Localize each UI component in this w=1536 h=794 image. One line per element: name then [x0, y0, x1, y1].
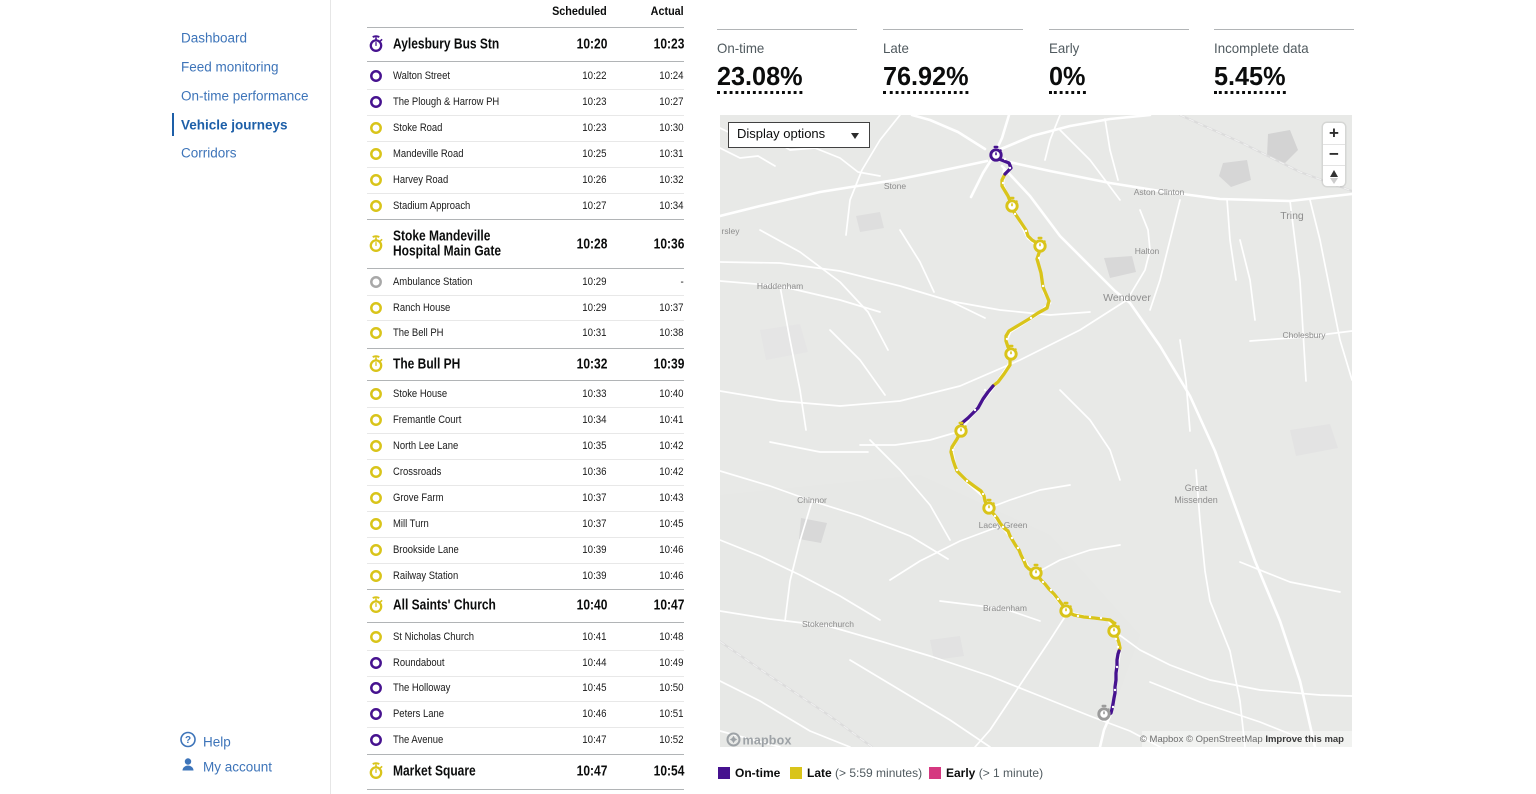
- svg-text:© Mapbox © OpenStreetMap Impro: © Mapbox © OpenStreetMap Improve this ma…: [1140, 734, 1344, 745]
- svg-text:Chinnor: Chinnor: [797, 495, 827, 505]
- svg-text:Stone: Stone: [884, 181, 906, 191]
- svg-text:Haddenham: Haddenham: [757, 281, 803, 291]
- svg-text:Bradenham: Bradenham: [983, 603, 1027, 613]
- svg-text:Wendover: Wendover: [1103, 292, 1151, 304]
- svg-text:Missenden: Missenden: [1174, 495, 1218, 505]
- svg-text:mapbox: mapbox: [743, 734, 792, 748]
- svg-text:Aston Clinton: Aston Clinton: [1134, 187, 1185, 197]
- svg-text:Stokenchurch: Stokenchurch: [802, 619, 854, 629]
- svg-text:Halton: Halton: [1135, 246, 1160, 256]
- svg-text:Cholesbury: Cholesbury: [1283, 330, 1327, 340]
- svg-text:rsley: rsley: [722, 226, 741, 236]
- svg-text:Great: Great: [1185, 483, 1208, 493]
- svg-text:?: ?: [185, 735, 191, 746]
- svg-text:Tring: Tring: [1280, 210, 1304, 222]
